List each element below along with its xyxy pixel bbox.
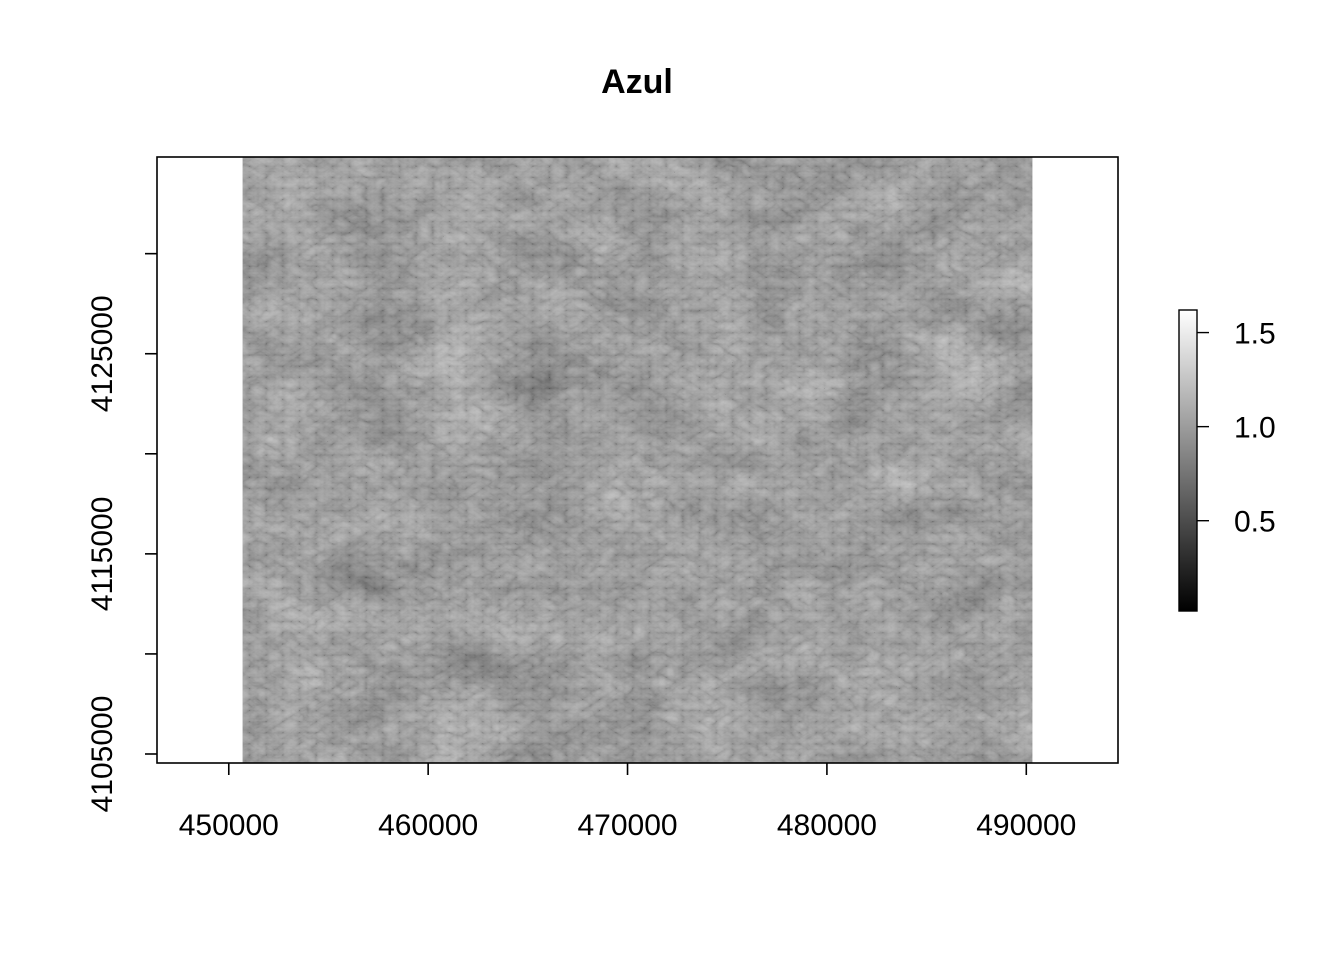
y-tick-label: 4125000 [86, 295, 119, 412]
x-tick-label: 450000 [179, 809, 279, 842]
raster-image [242, 157, 1033, 763]
x-tick-label: 480000 [777, 809, 877, 842]
legend-tick-label: 0.5 [1234, 506, 1276, 539]
x-tick-label: 470000 [577, 809, 677, 842]
plot-frame [156, 156, 1119, 764]
y-tick-label: 4115000 [86, 497, 119, 612]
x-axis: 450000 460000 470000 480000 490000 [179, 763, 1076, 842]
legend-gradient-bar [1179, 310, 1197, 611]
legend-frame [1178, 309, 1198, 612]
chart-title: Azul [601, 63, 673, 101]
raster-texture [242, 157, 1033, 763]
x-tick-label: 490000 [976, 809, 1076, 842]
color-legend: 0.5 1.0 1.5 [1178, 309, 1276, 612]
x-tick-label: 460000 [378, 809, 478, 842]
legend-tick-label: 1.5 [1234, 318, 1276, 351]
y-axis: 4105000 4115000 4125000 [86, 252, 157, 813]
legend-tick-label: 1.0 [1234, 412, 1276, 445]
y-tick-label: 4105000 [86, 696, 119, 813]
